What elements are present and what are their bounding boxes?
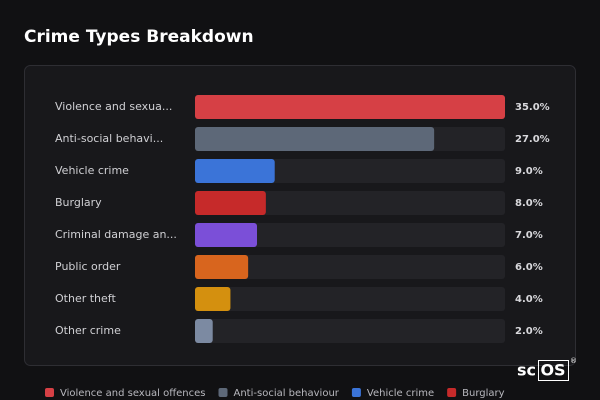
value-label: 35.0% — [515, 102, 550, 113]
category-label: Vehicle crime — [55, 164, 129, 177]
bar-track — [195, 223, 505, 247]
bar-track — [195, 319, 505, 343]
brand-box — [538, 360, 569, 381]
bar-track — [195, 191, 505, 215]
legend-label: Anti-social behaviour — [234, 388, 340, 399]
bar — [195, 319, 213, 343]
category-label: Public order — [55, 260, 121, 273]
legend-swatch — [45, 388, 54, 397]
value-label: 9.0% — [515, 166, 543, 177]
bar — [195, 95, 505, 119]
chart-title: Crime Types Breakdown — [24, 27, 254, 47]
category-label: Violence and sexua... — [55, 100, 172, 113]
value-label: 7.0% — [515, 230, 543, 241]
category-label: Other theft — [55, 292, 116, 305]
brand-box-text: OS — [540, 361, 565, 380]
legend-swatch — [351, 388, 361, 397]
value-label: 8.0% — [515, 198, 543, 209]
value-label: 6.0% — [515, 262, 543, 273]
value-label: 4.0% — [515, 294, 543, 305]
legend-label: Burglary — [462, 388, 504, 399]
category-label: Anti-social behavi... — [55, 132, 163, 145]
brand-mark: ® — [570, 357, 577, 365]
bar-track — [195, 287, 505, 311]
category-label: Other crime — [55, 324, 121, 337]
bar — [195, 287, 231, 311]
bar — [195, 127, 435, 151]
legend-swatch — [447, 388, 457, 397]
value-label: 2.0% — [515, 326, 543, 337]
value-label: 27.0% — [515, 134, 550, 145]
legend-swatch — [218, 388, 228, 397]
category-label: Burglary — [55, 196, 102, 209]
legend-label: Vehicle crime — [367, 388, 434, 399]
bar — [195, 159, 275, 183]
brand-prefix: sc — [517, 361, 536, 380]
bar — [195, 223, 257, 247]
bar-track — [195, 255, 505, 279]
category-label: Criminal damage an... — [55, 228, 177, 241]
bar — [195, 255, 249, 279]
bar — [195, 191, 266, 215]
legend-label: Violence and sexual offences — [60, 388, 206, 399]
